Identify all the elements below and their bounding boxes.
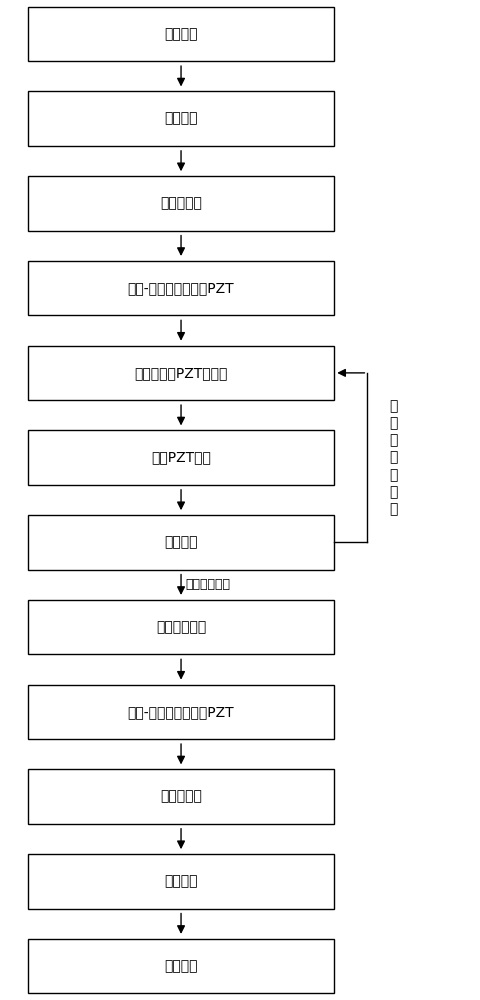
Text: 机械研磨抛光: 机械研磨抛光 — [156, 620, 206, 634]
Text: 溶胶-凝胶法制备底层PZT: 溶胶-凝胶法制备底层PZT — [128, 281, 234, 295]
Bar — [28, 600, 335, 654]
Text: 极化处理: 极化处理 — [164, 874, 198, 888]
Text: 制备完成: 制备完成 — [164, 959, 198, 973]
Bar — [28, 346, 335, 400]
Bar — [28, 7, 335, 61]
Text: 溅射顶电极: 溅射顶电极 — [160, 790, 202, 804]
Bar — [28, 176, 335, 231]
Text: 电射流沉积PZT悬浮液: 电射流沉积PZT悬浮液 — [134, 366, 228, 380]
Text: 未
达
到
所
设
厚
度: 未 达 到 所 设 厚 度 — [389, 399, 397, 517]
Bar — [28, 91, 335, 146]
Text: 旋涂PZT溶胶: 旋涂PZT溶胶 — [151, 451, 211, 465]
Bar — [28, 430, 335, 485]
Bar — [28, 685, 335, 739]
Text: 退火结晶: 退火结晶 — [164, 535, 198, 549]
Bar — [28, 261, 335, 315]
Bar — [28, 769, 335, 824]
Bar — [28, 854, 335, 909]
Bar — [28, 939, 335, 993]
Text: 溶胶-凝胶法制备顶层PZT: 溶胶-凝胶法制备顶层PZT — [128, 705, 234, 719]
Bar — [28, 515, 335, 570]
Text: 基片氧化: 基片氧化 — [164, 112, 198, 126]
Text: 达到所设厚度: 达到所设厚度 — [186, 578, 231, 591]
Text: 溅射底电极: 溅射底电极 — [160, 196, 202, 210]
Text: 准备基片: 准备基片 — [164, 27, 198, 41]
